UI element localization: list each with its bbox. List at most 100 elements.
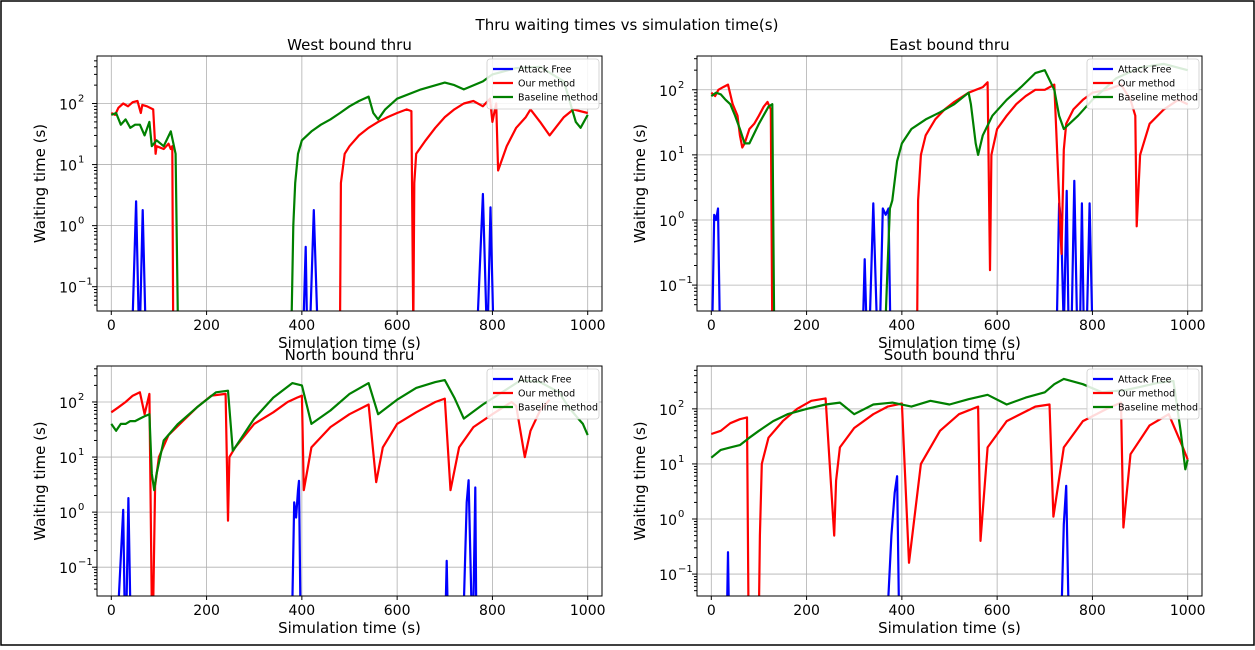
legend-label: Attack Free bbox=[518, 375, 572, 386]
x-axis-label: Simulation time (s) bbox=[878, 619, 1021, 637]
y-axis-label: Waiting time (s) bbox=[31, 421, 49, 540]
legend-box bbox=[1086, 58, 1200, 110]
y-tick-exponent: 2 bbox=[78, 392, 84, 403]
y-tick-label: 10 bbox=[59, 220, 77, 236]
x-tick-label: 1000 bbox=[570, 318, 606, 334]
x-tick-label: 800 bbox=[1079, 603, 1106, 619]
y-tick-exponent: 0 bbox=[678, 210, 684, 221]
y-tick-exponent: 1 bbox=[678, 145, 684, 156]
plot-area bbox=[96, 55, 603, 312]
legend: Attack Free Our method Baseline method bbox=[486, 58, 600, 110]
legend-label: Our method bbox=[1118, 79, 1175, 90]
y-tick-label: 10 bbox=[59, 159, 77, 175]
x-tick-label: 0 bbox=[107, 318, 116, 334]
y-tick-label: 10 bbox=[59, 396, 77, 412]
plot-area bbox=[96, 365, 603, 597]
plot-area bbox=[696, 365, 1203, 597]
plot-area bbox=[696, 55, 1203, 312]
y-tick-exponent: −1 bbox=[78, 277, 93, 288]
x-tick-label: 600 bbox=[384, 603, 411, 619]
x-tick-label: 1000 bbox=[1170, 603, 1206, 619]
legend-label: Baseline method bbox=[1118, 403, 1198, 414]
y-tick-exponent: 1 bbox=[78, 155, 84, 166]
legend-label: Our method bbox=[518, 389, 575, 400]
y-tick-exponent: 2 bbox=[78, 94, 84, 105]
y-tick-exponent: 2 bbox=[678, 399, 684, 410]
y-tick-exponent: −1 bbox=[678, 564, 693, 575]
x-tick-label: 200 bbox=[793, 318, 820, 334]
series-line-2 bbox=[110, 97, 588, 311]
legend-label: Baseline method bbox=[1118, 93, 1198, 104]
x-tick-label: 800 bbox=[479, 603, 506, 619]
x-tick-label: 600 bbox=[984, 318, 1011, 334]
subplot-title: West bound thru bbox=[287, 36, 412, 54]
y-tick-exponent: −1 bbox=[678, 275, 693, 286]
x-tick-label: 400 bbox=[288, 318, 315, 334]
y-tick-label: 10 bbox=[59, 451, 77, 467]
legend-box bbox=[486, 58, 600, 110]
x-tick-label: 600 bbox=[984, 603, 1011, 619]
y-tick-label: 10 bbox=[659, 149, 677, 165]
x-tick-label: 400 bbox=[888, 318, 915, 334]
subplot-title: North bound thru bbox=[285, 346, 415, 364]
series-line-1 bbox=[726, 475, 1070, 596]
x-tick-label: 0 bbox=[107, 603, 116, 619]
legend-label: Our method bbox=[518, 79, 575, 90]
y-tick-label: 10 bbox=[59, 506, 77, 522]
y-axis-label: Waiting time (s) bbox=[631, 421, 649, 540]
series-line-3 bbox=[110, 65, 589, 311]
y-tick-label: 10 bbox=[659, 84, 677, 100]
legend-label: Our method bbox=[1118, 389, 1175, 400]
legend-box bbox=[486, 368, 600, 420]
y-tick-label: 10 bbox=[59, 561, 77, 577]
x-tick-label: 200 bbox=[193, 603, 220, 619]
x-tick-label: 600 bbox=[384, 318, 411, 334]
x-tick-label: 400 bbox=[888, 603, 915, 619]
y-tick-label: 10 bbox=[659, 458, 677, 474]
y-axis-label: Waiting time (s) bbox=[631, 124, 649, 243]
x-tick-label: 400 bbox=[288, 603, 315, 619]
legend-label: Attack Free bbox=[518, 65, 572, 76]
y-tick-exponent: 0 bbox=[78, 216, 84, 227]
x-tick-label: 1000 bbox=[570, 603, 606, 619]
y-tick-exponent: 0 bbox=[78, 502, 84, 513]
legend-box bbox=[1086, 368, 1200, 420]
x-tick-label: 200 bbox=[193, 318, 220, 334]
series-line-1 bbox=[117, 479, 478, 596]
x-axis-label: Simulation time (s) bbox=[278, 334, 421, 352]
y-tick-label: 10 bbox=[659, 568, 677, 584]
y-tick-label: 10 bbox=[659, 214, 677, 230]
legend-label: Baseline method bbox=[518, 93, 598, 104]
y-tick-exponent: −1 bbox=[78, 557, 93, 568]
x-tick-label: 800 bbox=[1079, 318, 1106, 334]
legend-label: Baseline method bbox=[518, 403, 598, 414]
x-axis-label: Simulation time (s) bbox=[278, 619, 421, 637]
legend: Attack Free Our method Baseline method bbox=[1086, 368, 1200, 420]
y-tick-exponent: 2 bbox=[678, 80, 684, 91]
y-tick-exponent: 1 bbox=[678, 454, 684, 465]
y-tick-label: 10 bbox=[59, 98, 77, 114]
subplot-title: South bound thru bbox=[884, 346, 1015, 364]
legend-label: Attack Free bbox=[1118, 65, 1172, 76]
y-tick-exponent: 1 bbox=[78, 447, 84, 458]
legend: Attack Free Our method Baseline method bbox=[486, 368, 600, 420]
y-tick-label: 10 bbox=[659, 403, 677, 419]
x-tick-label: 1000 bbox=[1170, 318, 1206, 334]
y-axis-label: Waiting time (s) bbox=[31, 124, 49, 243]
y-tick-label: 10 bbox=[659, 513, 677, 529]
series-line-2 bbox=[110, 391, 551, 596]
series-line-3 bbox=[710, 62, 1188, 311]
figure-title: Thru waiting times vs simulation time(s) bbox=[475, 16, 779, 34]
x-tick-label: 0 bbox=[707, 603, 716, 619]
x-tick-label: 0 bbox=[707, 318, 716, 334]
legend: Attack Free Our method Baseline method bbox=[1086, 58, 1200, 110]
x-axis-label: Simulation time (s) bbox=[878, 334, 1021, 352]
legend-label: Attack Free bbox=[1118, 375, 1172, 386]
y-tick-exponent: 0 bbox=[678, 509, 684, 520]
